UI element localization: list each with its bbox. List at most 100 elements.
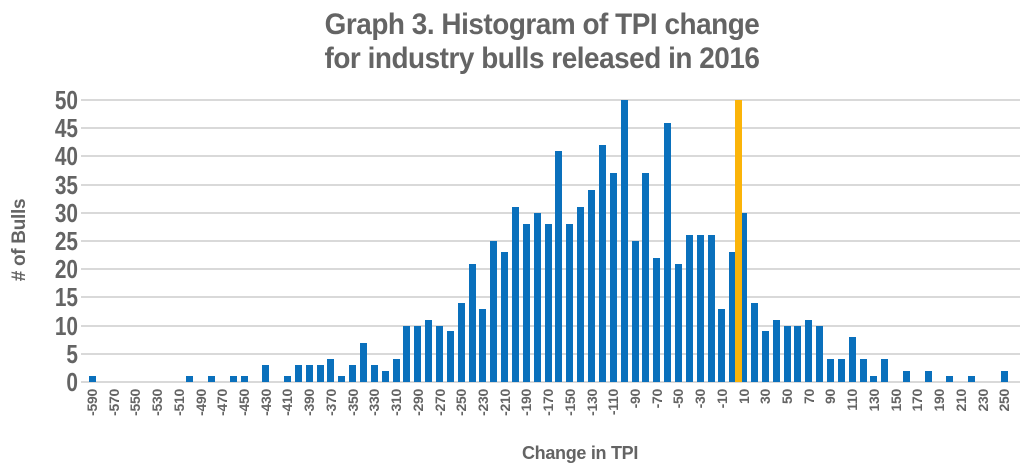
bar-bin--330	[370, 365, 378, 382]
bar-bin--260	[446, 331, 454, 382]
x-axis-label--550: -550	[127, 389, 144, 416]
x-axis-label--470: -470	[214, 389, 231, 416]
x-axis-label--130: -130	[583, 389, 600, 416]
x-axis-label--410: -410	[279, 389, 296, 416]
y-axis-label-45: 45	[54, 113, 78, 144]
gridline-y-0	[86, 381, 1020, 383]
bar-bin--200	[512, 207, 520, 382]
bar-bin--450	[240, 376, 248, 382]
chart-title: Graph 3. Histogram of TPI change for ind…	[94, 8, 991, 76]
y-axis-label-35: 35	[54, 169, 78, 200]
bar-bin--370	[327, 359, 335, 382]
y-axis-label-15: 15	[54, 282, 78, 313]
bar-bin--400	[294, 365, 302, 382]
bar-bin--480	[207, 376, 215, 382]
x-axis-label--530: -530	[149, 389, 166, 416]
x-axis-label--270: -270	[431, 389, 448, 416]
bar-bin--220	[490, 241, 498, 382]
bar-bin--190	[522, 224, 530, 382]
x-axis-label--30: -30	[692, 389, 709, 409]
x-axis-label-90: 90	[822, 389, 839, 404]
x-axis-label--330: -330	[366, 389, 383, 416]
y-axis-label-20: 20	[54, 254, 78, 285]
bar-bin--280	[425, 319, 433, 382]
bar-bin--180	[533, 212, 541, 382]
x-axis-label--450: -450	[236, 389, 253, 416]
gridline-y-50	[86, 99, 1020, 101]
bar-bin--170	[544, 224, 552, 382]
y-axis-label-30: 30	[54, 197, 78, 228]
bar-bin--590	[88, 376, 96, 382]
bar-bin--140	[577, 207, 585, 382]
bar-bin--120	[598, 145, 606, 382]
bar-bin--240	[468, 263, 476, 382]
gridline-y-10	[86, 324, 1020, 327]
x-axis-label--70: -70	[648, 389, 665, 409]
gridline-y-30	[86, 211, 1020, 214]
bar-bin--340	[360, 342, 367, 382]
bar-bin--270	[436, 325, 444, 382]
bar-bin-90	[826, 359, 834, 382]
bar-bin-120	[859, 359, 867, 382]
x-axis-label--90: -90	[627, 389, 643, 409]
x-axis-label--310: -310	[388, 389, 405, 416]
gridline-y-5	[86, 352, 1020, 355]
y-axis-tick	[81, 99, 86, 101]
x-axis-label-230: 230	[974, 389, 991, 412]
x-axis-label--110: -110	[605, 389, 622, 416]
x-axis-label--350: -350	[344, 389, 361, 416]
bar-bin-110	[848, 336, 856, 382]
y-axis-tick	[81, 211, 86, 214]
x-axis-label-30: 30	[757, 389, 774, 404]
x-axis-label--150: -150	[561, 389, 578, 416]
x-axis-label--170: -170	[540, 389, 557, 416]
gridline-y-40	[86, 155, 1020, 158]
bar-bin-50	[783, 325, 791, 382]
bar-bin--320	[381, 370, 389, 382]
bar-bin-100	[837, 359, 845, 382]
x-axis-label--430: -430	[257, 389, 274, 416]
bar-bin-80	[816, 325, 824, 382]
x-axis-label--210: -210	[496, 389, 513, 416]
x-axis-label--510: -510	[170, 389, 187, 416]
x-axis-label--570: -570	[105, 389, 122, 416]
y-axis-label-10: 10	[54, 310, 78, 341]
bar-bin--210	[501, 252, 509, 382]
bar-bin--350	[349, 365, 357, 382]
bar-bin--430	[262, 365, 270, 382]
x-axis-label--250: -250	[453, 389, 470, 416]
x-axis-label-190: 190	[931, 389, 948, 412]
y-axis-tick	[81, 155, 86, 158]
bar-bin--60	[664, 122, 672, 382]
bar-bin--500	[186, 376, 194, 382]
y-axis-tick	[81, 183, 86, 186]
x-axis-label-150: 150	[887, 389, 904, 412]
x-axis-label--490: -490	[192, 389, 209, 416]
bar-bin--410	[283, 376, 291, 382]
bar-bin-250	[1000, 370, 1008, 382]
bar-bin-180	[924, 370, 932, 382]
bar-bin--300	[403, 325, 411, 382]
bar-bin--360	[338, 376, 346, 382]
bar-bin-40	[772, 319, 780, 382]
y-axis-label-40: 40	[54, 141, 78, 172]
y-axis-label-25: 25	[54, 226, 78, 256]
bar-bin--70	[653, 257, 661, 382]
y-axis-tick	[81, 268, 86, 271]
gridline-y-35	[86, 183, 1020, 186]
x-axis-label-210: 210	[952, 389, 969, 412]
x-axis-label-170: 170	[909, 389, 926, 412]
x-axis-label-250: 250	[996, 389, 1013, 412]
bar-bin--290	[414, 325, 422, 382]
y-axis-tick	[81, 296, 86, 299]
x-axis-title: Change in TPI	[521, 443, 639, 463]
bar-bin-220	[968, 376, 976, 382]
gridline-y-15	[86, 296, 1020, 299]
bar-bin--390	[305, 365, 313, 382]
gridline-y-20	[86, 268, 1020, 271]
bar-bin--20	[707, 235, 715, 382]
bar-bin-60	[794, 325, 802, 382]
x-axis-label--190: -190	[518, 389, 535, 416]
gridline-y-25	[86, 240, 1020, 242]
